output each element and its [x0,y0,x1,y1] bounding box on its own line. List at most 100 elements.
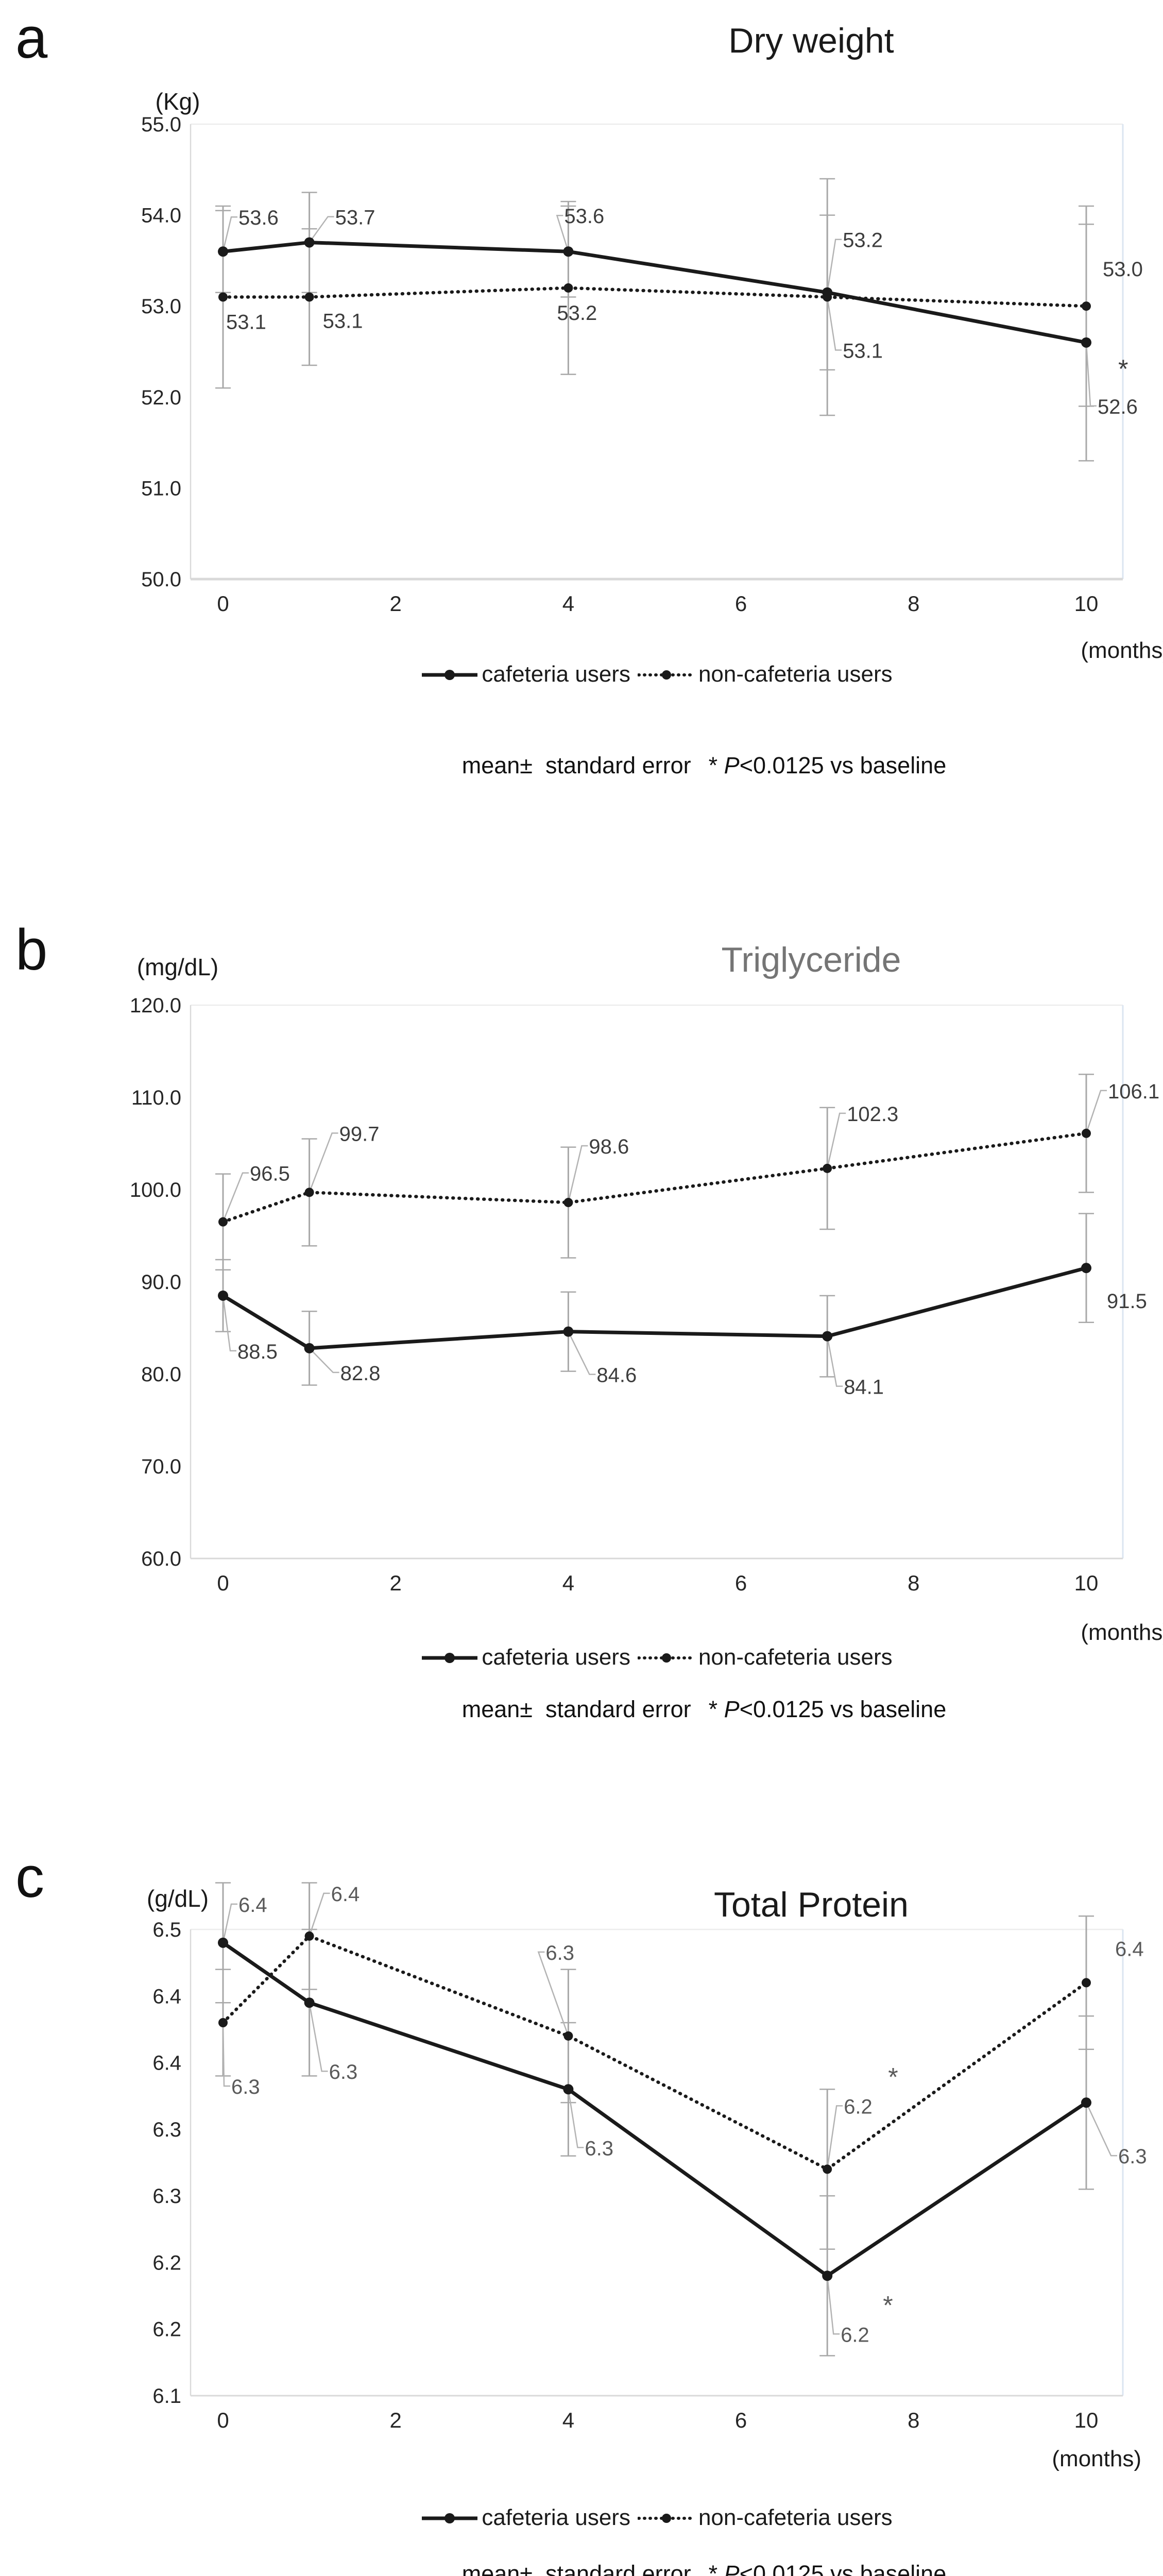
svg-text:91.5: 91.5 [1107,1290,1147,1313]
svg-text:2: 2 [390,1571,402,1595]
svg-text:6.3: 6.3 [1118,2145,1147,2168]
svg-text:51.0: 51.0 [141,477,181,500]
svg-text:10: 10 [1074,591,1099,616]
svg-text:6: 6 [735,1571,747,1595]
svg-text:52.6: 52.6 [1098,396,1138,418]
dotted-line-marker-icon [637,1645,696,1670]
svg-text:6.4: 6.4 [152,2052,181,2075]
svg-text:120.0: 120.0 [130,994,181,1017]
svg-text:6.2: 6.2 [841,2324,869,2346]
y-axis-unit-b: (mg/dL) [136,954,219,980]
solid-line-marker-icon [421,662,478,687]
caption-c: mean± standard error * P<0.0125 vs basel… [245,2561,1163,2576]
y-axis-unit-c: (g/dL) [146,1885,209,1912]
svg-text:100.0: 100.0 [130,1179,181,1201]
legend-label-cafeteria: cafeteria users [482,662,630,687]
svg-text:8: 8 [908,2408,919,2432]
svg-text:53.6: 53.6 [564,205,604,228]
svg-text:*: * [1118,354,1128,383]
caption-mean-se: mean± standard error [461,752,691,778]
svg-text:6: 6 [735,2408,747,2432]
svg-text:90.0: 90.0 [141,1271,181,1294]
legend-label-non-cafeteria: non-cafeteria users [698,1645,893,1670]
svg-text:6.3: 6.3 [329,2061,358,2083]
svg-text:6.4: 6.4 [238,1894,267,1917]
panel-letter-b: b [15,918,48,982]
legend-b: cafeteria users non-cafeteria users [150,1645,1163,1670]
svg-text:8: 8 [908,1571,919,1595]
x-axis-unit-a: (months) [1081,638,1163,663]
svg-text:53.1: 53.1 [226,311,266,334]
caption-significance: * P<0.0125 vs baseline [708,752,947,778]
panel-letter-a: a [15,6,48,70]
svg-text:6.3: 6.3 [545,1942,574,1964]
legend-label-non-cafeteria: non-cafeteria users [698,2505,893,2530]
svg-text:8: 8 [908,591,919,616]
svg-text:6.2: 6.2 [152,2318,181,2341]
svg-text:53.2: 53.2 [843,229,883,252]
svg-text:6.5: 6.5 [152,1919,181,1941]
svg-text:60.0: 60.0 [141,1548,181,1570]
chart-title-c: Total Protein [714,1885,909,1924]
svg-text:6.4: 6.4 [331,1883,360,1906]
legend-label-non-cafeteria: non-cafeteria users [698,662,893,687]
svg-text:82.8: 82.8 [340,1362,381,1385]
svg-text:0: 0 [217,591,229,616]
svg-text:53.6: 53.6 [238,207,279,229]
svg-text:53.7: 53.7 [335,207,375,229]
svg-text:99.7: 99.7 [339,1123,380,1145]
svg-text:6.3: 6.3 [585,2137,613,2160]
svg-text:4: 4 [562,591,574,616]
svg-text:54.0: 54.0 [141,205,181,227]
svg-text:*: * [888,2062,898,2091]
svg-text:6.3: 6.3 [231,2076,260,2098]
solid-line-marker-icon [421,1645,478,1670]
svg-text:98.6: 98.6 [589,1136,629,1158]
svg-text:53.2: 53.2 [557,302,597,325]
svg-text:10: 10 [1074,1571,1099,1595]
svg-text:10: 10 [1074,2408,1099,2432]
svg-text:84.1: 84.1 [844,1376,884,1399]
caption-significance: * P<0.0125 vs baseline [708,1696,947,1722]
svg-text:6.4: 6.4 [152,1985,181,2008]
svg-text:4: 4 [562,2408,574,2432]
svg-text:55.0: 55.0 [141,113,181,136]
svg-text:0: 0 [217,1571,229,1595]
chart-title-b: Triglyceride [721,940,901,979]
x-axis-unit-b: (months) [1081,1620,1163,1645]
caption-mean-se: mean± standard error [461,2561,691,2576]
svg-text:6.3: 6.3 [152,2119,181,2141]
svg-text:53.1: 53.1 [323,310,363,333]
svg-text:106.1: 106.1 [1108,1080,1159,1103]
svg-text:53.0: 53.0 [141,295,181,318]
svg-text:2: 2 [390,2408,402,2432]
svg-text:6.1: 6.1 [152,2385,181,2408]
svg-text:53.1: 53.1 [843,340,883,363]
dotted-line-marker-icon [637,2505,696,2531]
svg-text:4: 4 [562,1571,574,1595]
svg-text:53.0: 53.0 [1103,258,1143,281]
svg-text:0: 0 [217,2408,229,2432]
legend-label-cafeteria: cafeteria users [482,2505,630,2530]
svg-text:*: * [883,2291,893,2319]
x-axis-unit-c: (months) [1052,2446,1141,2471]
legend-a: cafeteria users non-cafeteria users [150,662,1163,687]
panel-letter-c: c [15,1845,44,1909]
svg-text:96.5: 96.5 [250,1163,290,1185]
y-axis-unit-a: (Kg) [155,88,200,115]
chart-title-a: Dry weight [728,21,894,60]
svg-text:110.0: 110.0 [131,1087,181,1109]
svg-text:70.0: 70.0 [141,1455,181,1478]
svg-text:102.3: 102.3 [847,1103,898,1126]
svg-text:6.2: 6.2 [844,2095,873,2118]
svg-text:6.2: 6.2 [152,2251,181,2274]
svg-text:2: 2 [390,591,402,616]
svg-text:84.6: 84.6 [596,1364,637,1387]
svg-text:6: 6 [735,591,747,616]
legend-label-cafeteria: cafeteria users [482,1645,630,1670]
caption-significance: * P<0.0125 vs baseline [708,2561,947,2576]
svg-text:50.0: 50.0 [141,568,181,591]
caption-b: mean± standard error * P<0.0125 vs basel… [245,1696,1163,1723]
